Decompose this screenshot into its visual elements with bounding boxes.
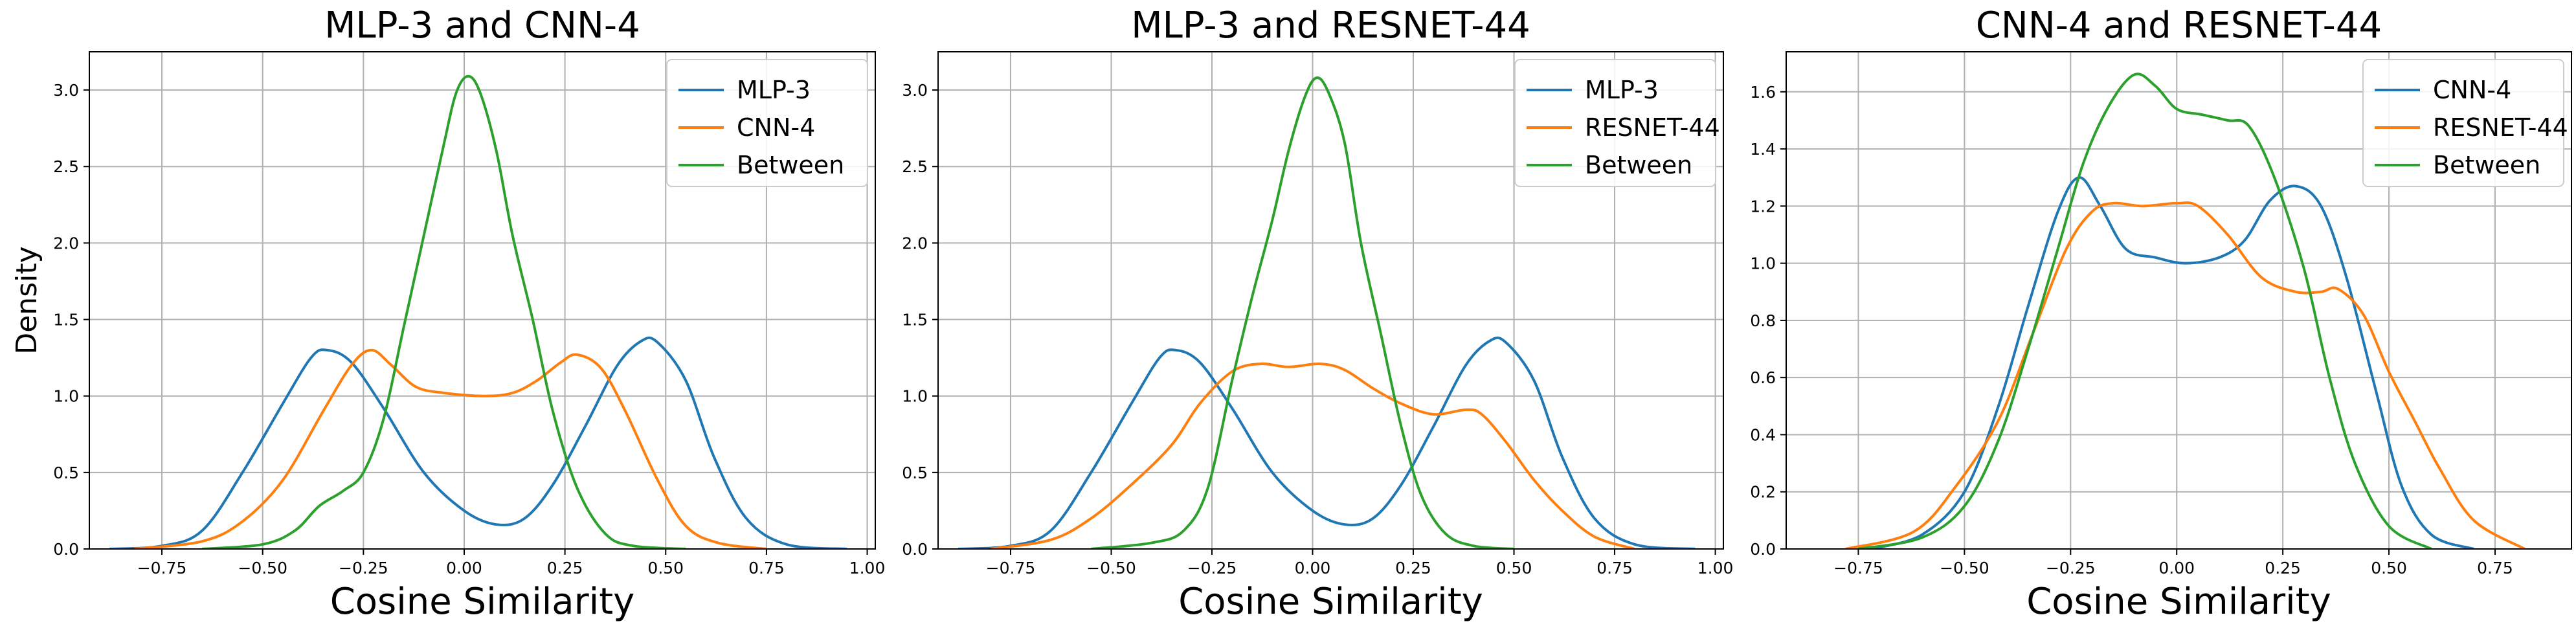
y-tick-label: 0.0 bbox=[53, 540, 79, 559]
x-tick-label: 1.00 bbox=[849, 559, 886, 577]
x-tick-label: 0.00 bbox=[2158, 559, 2195, 577]
y-tick-label: 0.8 bbox=[1750, 311, 1776, 330]
legend: MLP-3 CNN-4 Between bbox=[666, 59, 868, 187]
x-tick-label: 0.25 bbox=[547, 559, 583, 577]
legend-label: Between bbox=[1585, 151, 1692, 179]
axes-frame bbox=[89, 51, 876, 550]
y-tick-label: 2.5 bbox=[53, 157, 79, 176]
y-tick-label: 1.2 bbox=[1750, 197, 1776, 216]
series-line-mlp-3 bbox=[958, 336, 1696, 549]
x-tick-label: 0.50 bbox=[1496, 559, 1532, 577]
series-line-resnet-44 bbox=[1845, 201, 2526, 549]
x-axis-label: Cosine Similarity bbox=[330, 581, 635, 623]
y-tick-label: 1.5 bbox=[53, 311, 79, 330]
y-tick-label: 3.0 bbox=[53, 81, 79, 100]
axes-frame bbox=[937, 51, 1724, 550]
x-tick-label: 0.50 bbox=[2371, 559, 2407, 577]
y-axis-label: Density bbox=[10, 246, 43, 354]
legend-label: MLP-3 bbox=[1585, 76, 1659, 104]
legend-label: RESNET-44 bbox=[1585, 113, 1720, 142]
legend-label: RESNET-44 bbox=[2433, 113, 2568, 142]
y-tick-label: 2.5 bbox=[902, 157, 928, 176]
x-tick-label: 0.25 bbox=[1395, 559, 1431, 577]
x-tick-label: 0.00 bbox=[446, 559, 482, 577]
x-tick-label: −0.25 bbox=[339, 559, 388, 577]
series-line-resnet-44 bbox=[990, 362, 1635, 549]
y-tick-label: 1.4 bbox=[1750, 140, 1776, 159]
legend-label: MLP-3 bbox=[737, 76, 811, 104]
y-tick-label: 1.0 bbox=[53, 387, 79, 406]
chart-panel-2: −0.75 −0.50 −0.25 0.00 0.25 0.50 0.75 1.00 0.0 0.… bbox=[902, 5, 1733, 623]
y-tick-label: 0.0 bbox=[902, 540, 928, 559]
series-line-between bbox=[1091, 76, 1514, 549]
x-axis-label: Cosine Similarity bbox=[1178, 581, 1483, 623]
y-tick-label: 1.5 bbox=[902, 311, 928, 330]
x-tick-label: −0.75 bbox=[137, 559, 187, 577]
series-line-cnn-4 bbox=[133, 348, 767, 549]
chart-title: MLP-3 and CNN-4 bbox=[324, 5, 640, 47]
y-tick-label: 2.0 bbox=[53, 234, 79, 252]
chart-title: MLP-3 and RESNET-44 bbox=[1131, 5, 1530, 47]
x-tick-label: 1.00 bbox=[1697, 559, 1734, 577]
x-tick-label: −0.50 bbox=[1940, 559, 1989, 577]
axes-frame bbox=[1786, 51, 2572, 550]
chart-panel-3: −0.75 −0.50 −0.25 0.00 0.25 0.50 0.75 0.0 0.2 0.4… bbox=[1750, 5, 2572, 623]
x-tick-label: −0.50 bbox=[238, 559, 287, 577]
y-tick-label: 1.6 bbox=[1750, 83, 1776, 102]
legend: MLP-3 RESNET-44 Between bbox=[1514, 59, 1720, 187]
y-tick-label: 2.0 bbox=[902, 234, 928, 252]
x-tick-label: 0.00 bbox=[1295, 559, 1331, 577]
y-tick-label: 0.5 bbox=[53, 464, 79, 482]
x-tick-label: −0.75 bbox=[986, 559, 1036, 577]
y-tick-label: 0.5 bbox=[902, 464, 928, 482]
chart-title: CNN-4 and RESNET-44 bbox=[1976, 5, 2382, 47]
x-tick-label: −0.50 bbox=[1086, 559, 1136, 577]
series-line-between bbox=[202, 74, 686, 549]
series-line-cnn-4 bbox=[1870, 176, 2474, 549]
y-tick-label: 0.0 bbox=[1750, 540, 1776, 559]
y-tick-label: 3.0 bbox=[902, 81, 928, 100]
x-tick-label: 0.50 bbox=[647, 559, 684, 577]
y-tick-label: 1.0 bbox=[902, 387, 928, 406]
x-tick-label: 0.75 bbox=[1596, 559, 1633, 577]
legend-label: Between bbox=[2433, 151, 2540, 179]
chart-panel-1: −0.75 −0.50 −0.25 0.00 0.25 0.50 0.75 1.00 0.0 0.… bbox=[10, 5, 885, 623]
legend-label: Between bbox=[737, 151, 844, 179]
series-line-between bbox=[1858, 73, 2432, 549]
x-tick-label: 0.75 bbox=[748, 559, 785, 577]
legend-label: CNN-4 bbox=[737, 113, 815, 142]
legend-label: CNN-4 bbox=[2433, 76, 2511, 104]
legend: CNN-4 RESNET-44 Between bbox=[2362, 59, 2568, 187]
y-tick-label: 0.2 bbox=[1750, 483, 1776, 502]
y-tick-label: 1.0 bbox=[1750, 254, 1776, 273]
x-tick-label: −0.25 bbox=[2046, 559, 2096, 577]
x-tick-label: 0.75 bbox=[2477, 559, 2513, 577]
y-tick-label: 0.4 bbox=[1750, 425, 1776, 444]
x-tick-label: −0.25 bbox=[1187, 559, 1237, 577]
y-tick-label: 0.6 bbox=[1750, 368, 1776, 387]
x-tick-label: −0.75 bbox=[1833, 559, 1883, 577]
x-axis-label: Cosine Similarity bbox=[2026, 581, 2331, 623]
x-tick-label: 0.25 bbox=[2265, 559, 2301, 577]
series-line-mlp-3 bbox=[109, 336, 847, 549]
